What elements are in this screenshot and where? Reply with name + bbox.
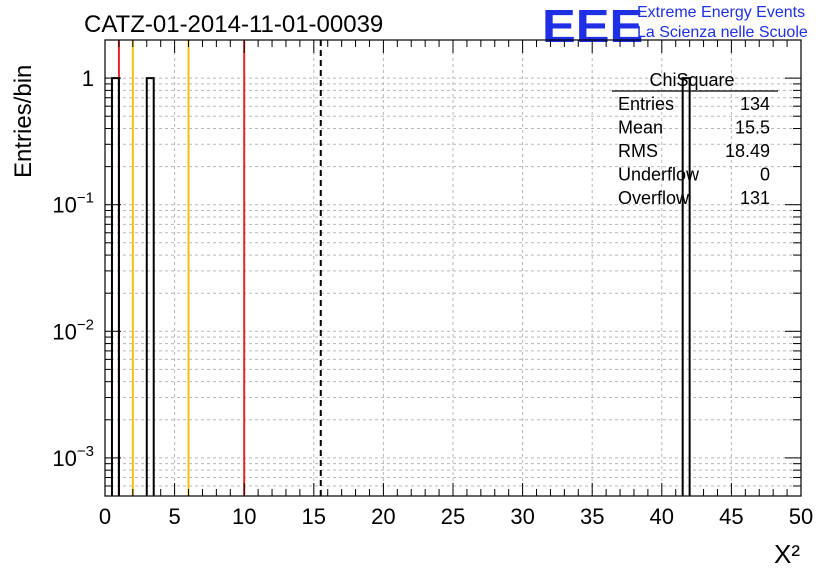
stats-rows: Entries 134 Mean 15.5 RMS 18.49 Underflow 0 Over… — [618, 94, 770, 208]
grid — [105, 39, 801, 497]
y-tick-exponent: −1 — [77, 190, 94, 207]
y-axis-label: Entries/bin — [10, 65, 37, 178]
organization-subtitle: La Scienza nelle Scuole — [637, 24, 808, 41]
stats-title: ChiSquare — [649, 70, 734, 90]
x-tick-label: 30 — [510, 504, 534, 529]
x-tick-label: 35 — [580, 504, 604, 529]
y-tick-label: 1 — [82, 66, 94, 91]
stats-row-value: 134 — [740, 94, 770, 114]
y-tick-exponent: −2 — [77, 316, 94, 333]
x-tick-label: 5 — [168, 504, 180, 529]
stats-row-label: Entries — [618, 94, 674, 114]
stats-row-label: Overflow — [618, 188, 690, 208]
x-tick-label: 40 — [650, 504, 674, 529]
y-tick-base: 10 — [52, 446, 76, 471]
organization-name: Extreme Energy Events — [637, 4, 806, 21]
x-tick-label: 50 — [789, 504, 813, 529]
stats-row-label: Mean — [618, 118, 663, 138]
stats-row-value: 15.5 — [735, 118, 770, 138]
y-tick-exponent: −3 — [77, 443, 94, 460]
stats-row-label: RMS — [618, 141, 658, 161]
stats-row-label: Underflow — [618, 165, 700, 185]
reference-lines — [117, 40, 322, 496]
x-tick-label: 20 — [371, 504, 395, 529]
x-tick-label: 0 — [99, 504, 111, 529]
x-tick-label: 10 — [232, 504, 256, 529]
x-tick-label: 45 — [719, 504, 743, 529]
y-tick-base: 1 — [82, 66, 94, 91]
stats-row-value: 18.49 — [725, 141, 770, 161]
histogram-bin — [110, 77, 120, 496]
y-tick-label: 10−1 — [52, 190, 94, 218]
stats-row-value: 0 — [760, 165, 770, 185]
x-axis-label: X² — [774, 539, 800, 569]
x-tick-label: 25 — [441, 504, 465, 529]
histogram-bin — [145, 77, 155, 496]
y-tick-label: 10−3 — [52, 443, 94, 471]
chart-title: CATZ-01-2014-11-01-00039 — [84, 11, 384, 38]
histogram-bins — [110, 77, 691, 496]
stats-box: ChiSquare Entries 134 Mean 15.5 RMS 18.49 Unde… — [612, 70, 778, 208]
y-tick-base: 10 — [52, 319, 76, 344]
stats-row-value: 131 — [740, 188, 770, 208]
y-tick-label: 10−2 — [52, 316, 94, 344]
y-tick-base: 10 — [52, 193, 76, 218]
x-tick-label: 15 — [302, 504, 326, 529]
histogram-bin — [681, 77, 691, 496]
